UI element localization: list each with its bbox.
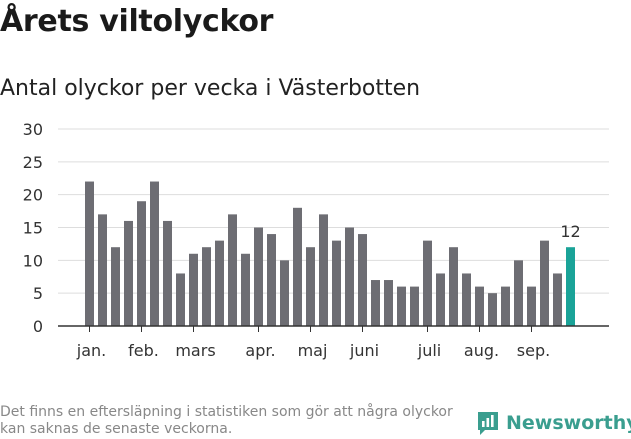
- bar: [280, 260, 289, 326]
- chart-subtitle: Antal olyckor per vecka i Västerbotten: [0, 76, 421, 101]
- y-axis-labels: 0 5 10 15 20 25 30: [23, 120, 43, 336]
- bar: [98, 214, 107, 326]
- bar: [150, 181, 159, 326]
- bar: [228, 214, 237, 326]
- brand-name: Newsworthy: [506, 412, 631, 434]
- bar: [163, 220, 172, 326]
- bar: [358, 234, 367, 326]
- bar: [189, 253, 198, 326]
- bar-chart: 0 5 10 15 20 25 30 jan. feb. mars apr. maj juni juli…: [23, 120, 609, 360]
- bars: [85, 181, 575, 326]
- x-tick-label: mars: [175, 341, 215, 360]
- bar: [293, 207, 302, 326]
- bar: [540, 240, 549, 326]
- bar: [319, 214, 328, 326]
- y-tick-label: 30: [23, 120, 43, 139]
- data-labels: 12: [560, 222, 580, 241]
- bar-highlight: [566, 247, 575, 326]
- highlight-data-label: 12: [560, 222, 580, 241]
- bar: [371, 280, 380, 326]
- bar: [202, 247, 211, 326]
- bar: [241, 253, 250, 326]
- bar: [527, 286, 536, 326]
- bar: [397, 286, 406, 326]
- bar: [475, 286, 484, 326]
- bar: [462, 273, 471, 326]
- bar: [254, 227, 263, 326]
- x-tick-label: sep.: [517, 341, 550, 360]
- x-tick-label: apr.: [245, 341, 275, 360]
- bar: [306, 247, 315, 326]
- bar: [514, 260, 523, 326]
- x-tick-label: maj: [298, 341, 328, 360]
- bar: [137, 201, 146, 326]
- chart-title: Årets viltolyckor: [0, 4, 274, 39]
- y-tick-label: 25: [23, 153, 43, 172]
- bar-chart-logo-icon: [478, 412, 498, 435]
- x-tick-label: juli: [417, 341, 441, 360]
- newsworthy-logo: Newsworthy: [476, 410, 631, 436]
- y-tick-label: 5: [33, 284, 43, 303]
- bar: [488, 293, 497, 326]
- bar: [267, 234, 276, 326]
- bar: [553, 273, 562, 326]
- x-axis: jan. feb. mars apr. maj juni juli aug. sep.: [58, 325, 609, 360]
- bar: [384, 280, 393, 326]
- bar: [423, 240, 432, 326]
- footnote: Det finns en eftersläpning i statistiken…: [0, 404, 453, 437]
- bar: [436, 273, 445, 326]
- bar: [410, 286, 419, 326]
- x-tick-label: aug.: [464, 341, 499, 360]
- bar: [332, 240, 341, 326]
- bar: [85, 181, 94, 326]
- y-tick-label: 10: [23, 251, 43, 270]
- y-tick-label: 0: [33, 317, 43, 336]
- y-tick-label: 20: [23, 186, 43, 205]
- bar: [449, 247, 458, 326]
- y-tick-label: 15: [23, 219, 43, 238]
- bar: [345, 227, 354, 326]
- x-tick-label: feb.: [128, 341, 159, 360]
- bar: [176, 273, 185, 326]
- x-tick-label: juni: [349, 341, 379, 360]
- bar: [111, 247, 120, 326]
- bar: [215, 240, 224, 326]
- bar: [124, 220, 133, 326]
- x-tick-label: jan.: [76, 341, 106, 360]
- bar: [501, 286, 510, 326]
